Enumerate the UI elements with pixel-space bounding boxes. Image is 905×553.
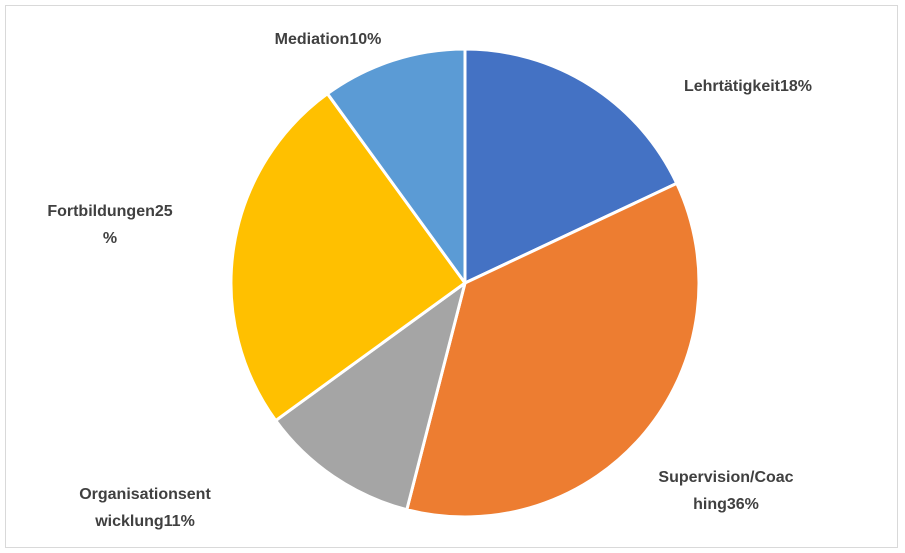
pie-slice-mediation	[325, 47, 467, 285]
data-label-fortbildungen: Fortbildungen25%	[47, 203, 172, 247]
pie-slice-supervision-coaching	[405, 181, 701, 519]
pie-slice-fortbildungen	[229, 92, 467, 423]
data-label-organisationsentwicklung: Organisationsent wicklung11%	[79, 486, 211, 530]
data-label-supervision-coaching: Supervision/Coac hing36%	[658, 469, 793, 513]
pie-slice-organisationsentwicklung	[274, 281, 467, 512]
data-label-lehrt-tigkeit: Lehrtätigkeit18%	[684, 78, 812, 95]
pie-slice-lehrt-tigkeit	[463, 47, 679, 285]
data-label-mediation: Mediation10%	[275, 31, 382, 48]
